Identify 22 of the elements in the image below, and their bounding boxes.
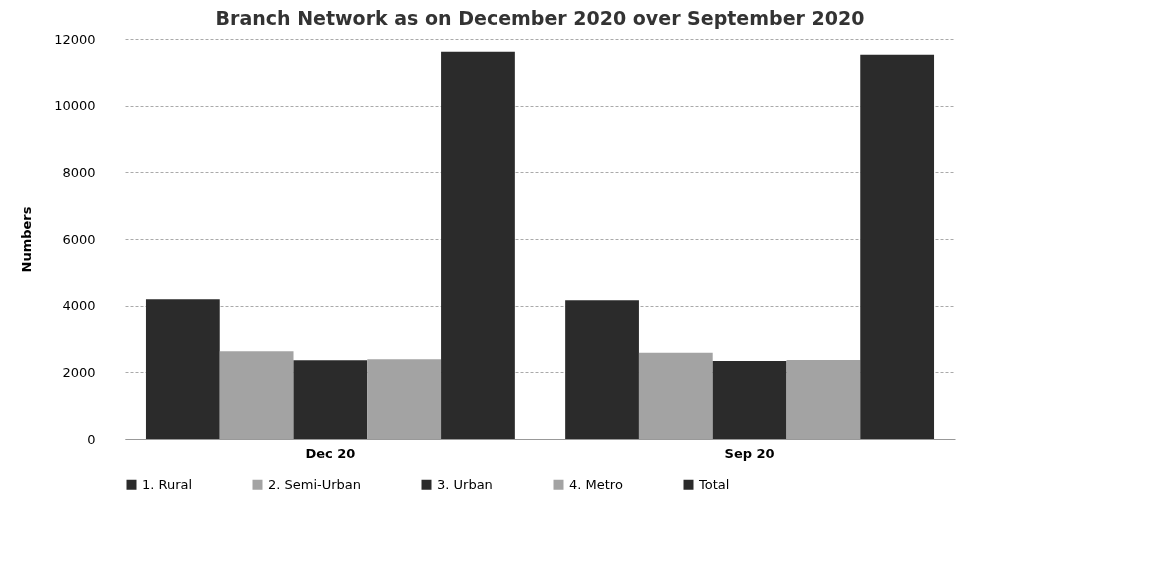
legend-label: 4. Metro — [569, 476, 623, 492]
y-tick-label: 6000 — [62, 231, 96, 247]
bar — [145, 299, 220, 439]
y-tick-label: 2000 — [62, 364, 96, 380]
legend-label: Total — [698, 476, 730, 492]
y-tick-label: 0 — [87, 431, 96, 447]
legend-label: 3. Urban — [437, 476, 493, 492]
y-tick-label: 8000 — [62, 164, 96, 180]
bar — [565, 300, 639, 439]
chart-title: Branch Network as on December 2020 over September 2020 — [215, 7, 865, 29]
y-axis-title: Numbers — [19, 206, 35, 273]
x-tick-label: Dec 20 — [305, 445, 356, 461]
legend-label: 2. Semi-Urban — [268, 476, 362, 492]
y-tick-label: 12000 — [54, 31, 96, 47]
bar — [712, 361, 787, 439]
bar — [860, 54, 935, 439]
bar — [441, 51, 515, 439]
x-tick-label: Sep 20 — [724, 445, 775, 461]
legend-label: 1. Rural — [142, 476, 193, 492]
y-tick-label: 10000 — [54, 98, 96, 114]
bar — [293, 360, 368, 439]
y-tick-label: 4000 — [62, 298, 96, 314]
